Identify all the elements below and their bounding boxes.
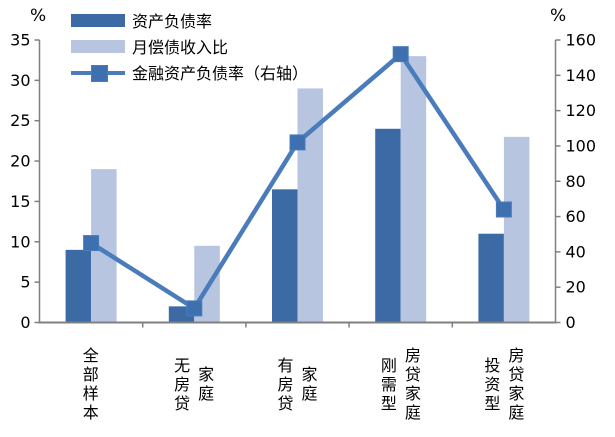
right-axis-tick-label: 160 <box>566 31 597 50</box>
right-axis-tick-label: 20 <box>566 278 586 297</box>
x-category-label-column: 全部样本 <box>82 346 99 422</box>
x-category-label-1: 无房贷家庭 <box>142 334 245 434</box>
x-category-label-4: 投资型房贷家庭 <box>453 334 556 434</box>
legend-label: 金融资产负债率（右轴） <box>132 64 309 83</box>
right-axis-tick-label: 40 <box>566 242 586 261</box>
line-marker-cat0 <box>83 235 100 252</box>
right-axis-tick-label: 80 <box>566 172 586 191</box>
right-axis-tick-label: 120 <box>566 101 597 120</box>
left-axis-tick-label: 0 <box>20 313 30 332</box>
line-marker-cat3 <box>392 46 409 63</box>
legend-item-financial-asset-liability-ratio: 金融资产负债率（右轴） <box>71 62 309 83</box>
right-axis-unit-label: % <box>550 6 567 26</box>
bar-1-cat2 <box>297 88 323 323</box>
x-category-label-column: 家庭 <box>198 365 215 403</box>
right-axis-tick-label: 60 <box>566 207 586 226</box>
right-axis-tick-label: 0 <box>566 313 576 332</box>
x-axis-category-labels: 全部样本无房贷家庭有房贷家庭刚需型房贷家庭投资型房贷家庭 <box>39 334 556 434</box>
right-axis-tick-label: 100 <box>566 136 597 155</box>
x-category-label-column: 投资型 <box>484 355 501 413</box>
bar-0-cat3 <box>375 128 401 323</box>
legend-swatch-light-bar <box>71 39 125 53</box>
bar-1-cat3 <box>400 56 427 323</box>
left-axis-tick-label: 25 <box>10 111 30 130</box>
x-category-label-column: 有房贷 <box>277 355 294 413</box>
x-category-label-0: 全部样本 <box>39 334 142 434</box>
line-marker-cat1 <box>186 300 203 317</box>
bar-1-cat4 <box>503 136 530 323</box>
right-axis-tick-label: 140 <box>566 66 597 85</box>
x-category-label-column: 无房贷 <box>174 355 191 413</box>
legend-line-marker <box>91 64 108 82</box>
left-axis-unit-label: % <box>30 6 47 26</box>
legend-label: 资产负债率 <box>132 12 213 31</box>
left-axis-tick-label: 15 <box>10 192 30 211</box>
bar-0-cat4 <box>478 233 504 323</box>
left-axis-tick-label: 30 <box>10 71 30 90</box>
x-category-label-column: 房贷家庭 <box>404 346 421 422</box>
legend-item-monthly-debt-income-ratio: 月偿债收入比 <box>71 36 308 57</box>
left-axis-tick-label: 35 <box>10 31 30 50</box>
line-marker-cat2 <box>289 134 306 151</box>
line-marker-cat4 <box>495 201 512 218</box>
legend: 资产负债率 月偿债收入比 金融资产负债率（右轴） <box>71 10 309 83</box>
x-category-label-column: 房贷家庭 <box>508 346 525 422</box>
left-axis-tick-label: 20 <box>10 152 30 171</box>
x-category-label-2: 有房贷家庭 <box>246 334 349 434</box>
x-category-label-column: 刚需型 <box>380 355 397 413</box>
legend-item-asset-liability-ratio: 资产负债率 <box>71 10 308 31</box>
legend-swatch-line-marker <box>71 64 125 82</box>
bar-0-cat2 <box>272 189 298 323</box>
left-axis-tick-label: 5 <box>20 273 30 292</box>
x-category-label-column: 家庭 <box>301 365 318 403</box>
x-category-label-3: 刚需型房贷家庭 <box>349 334 452 434</box>
left-axis-tick-label: 10 <box>10 232 30 251</box>
bar-0-cat0 <box>65 249 92 323</box>
legend-swatch-dark-bar <box>71 13 125 27</box>
legend-label: 月偿债收入比 <box>132 38 229 57</box>
